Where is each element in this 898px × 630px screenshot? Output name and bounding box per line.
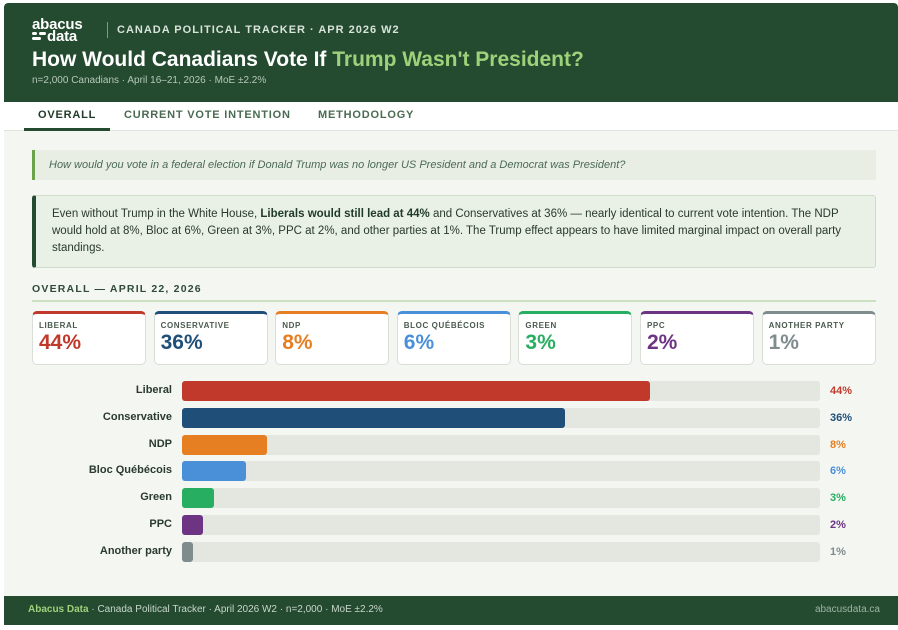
party-card-value: 2%	[647, 331, 678, 354]
bar-track	[182, 434, 820, 455]
party-card-label: LIBERAL	[39, 321, 78, 330]
party-card: LIBERAL 44%	[32, 311, 146, 365]
bar	[182, 434, 268, 455]
bar	[182, 541, 193, 562]
party-card: ANOTHER PARTY 1%	[761, 311, 876, 365]
party-card-label: CONSERVATIVE	[160, 321, 230, 330]
section-title: OVERALL — APRIL 22, 2026	[32, 283, 876, 302]
party-card: NDP 8%	[275, 311, 390, 365]
bar-row: Bloc Québécois 6%	[4, 461, 898, 482]
bar-category-label: Conservative	[102, 410, 172, 423]
party-card-label: NDP	[282, 321, 301, 330]
bar-value-label: 36%	[830, 411, 853, 424]
title-highlight: Trump Wasn't President?	[332, 48, 584, 71]
party-card-label: BLOC QUÉBÉCOIS	[403, 321, 486, 330]
tab-overall[interactable]: OVERALL	[24, 102, 111, 131]
bar-track	[182, 407, 820, 428]
party-card-label: PPC	[647, 321, 666, 330]
party-card: GREEN 3%	[518, 311, 633, 365]
bar-track	[182, 461, 820, 482]
bar-track	[182, 381, 820, 401]
party-card-value: 44%	[39, 331, 82, 354]
bar-row: Liberal 44%	[4, 381, 898, 401]
footer: Abacus Data · Canada Political Tracker ·…	[4, 596, 898, 625]
bar-value-label: 2%	[830, 519, 846, 531]
bar	[182, 515, 204, 535]
footer-credit: Abacus Data · Canada Political Tracker ·…	[28, 604, 383, 615]
party-card-value: 36%	[160, 331, 203, 354]
party-card: CONSERVATIVE 36%	[153, 311, 268, 365]
header: abacus data CANADA POLITICAL TRACKER · A…	[4, 3, 898, 102]
bar-row: Another party 1%	[4, 541, 898, 562]
header-divider	[107, 22, 108, 38]
bar-track	[182, 488, 820, 509]
bar-row: Green 3%	[4, 488, 898, 509]
party-card-value: 6%	[403, 331, 435, 354]
bar-category-label: Another party	[99, 544, 172, 557]
party-card: BLOC QUÉBÉCOIS 6%	[396, 311, 511, 365]
bar	[182, 407, 565, 428]
party-card-value: 1%	[768, 331, 799, 354]
summary-highlight: Liberals would still lead at 44%	[260, 208, 430, 220]
tab-current-vote-intention[interactable]: CURRENT VOTE INTENTION	[124, 109, 291, 121]
bar-value-label: 1%	[830, 545, 846, 558]
bar-value-label: 44%	[830, 385, 853, 397]
bar-category-label: Bloc Québécois	[88, 464, 172, 477]
bar-category-label: NDP	[148, 437, 172, 450]
page-frame: abacus data CANADA POLITICAL TRACKER · A…	[4, 3, 898, 625]
bar-row: NDP 8%	[4, 434, 898, 455]
page-subtitle: n=2,000 Canadians · April 16–21, 2026 · …	[32, 75, 267, 86]
party-card-value: 8%	[282, 331, 313, 354]
party-card-label: GREEN	[525, 321, 557, 330]
bar-category-label: Green	[140, 491, 172, 504]
bar-value-label: 3%	[830, 492, 846, 505]
party-card-label: ANOTHER PARTY	[768, 321, 845, 330]
bar-track	[182, 515, 820, 535]
footer-brand: Abacus Data	[28, 604, 89, 615]
bar-category-label: PPC	[149, 518, 172, 530]
bar-value-label: 6%	[830, 465, 846, 478]
logo-dots-icon	[32, 32, 46, 41]
bar-track	[182, 541, 820, 562]
party-card-value: 3%	[525, 331, 556, 354]
party-card: PPC 2%	[640, 311, 754, 365]
bar-category-label: Liberal	[135, 384, 172, 396]
bar	[182, 488, 214, 509]
page-title: How Would Canadians Vote If Trump Wasn't…	[32, 48, 584, 71]
survey-question: How would you vote in a federal election…	[32, 150, 876, 180]
bar	[182, 461, 246, 482]
tab-methodology[interactable]: METHODOLOGY	[318, 109, 415, 121]
abacus-logo: abacus data	[32, 16, 83, 45]
bar-row: PPC 2%	[4, 515, 898, 535]
tab-bar: OVERALL CURRENT VOTE INTENTION METHODOLO…	[4, 102, 898, 131]
bar	[182, 381, 650, 401]
footer-link[interactable]: abacusdata.ca	[814, 604, 880, 615]
summary-box: Even without Trump in the White House, L…	[32, 195, 876, 268]
tracker-kicker: CANADA POLITICAL TRACKER · APR 2026 W2	[117, 24, 400, 36]
bar-row: Conservative 36%	[4, 407, 898, 428]
bar-value-label: 8%	[830, 438, 846, 451]
